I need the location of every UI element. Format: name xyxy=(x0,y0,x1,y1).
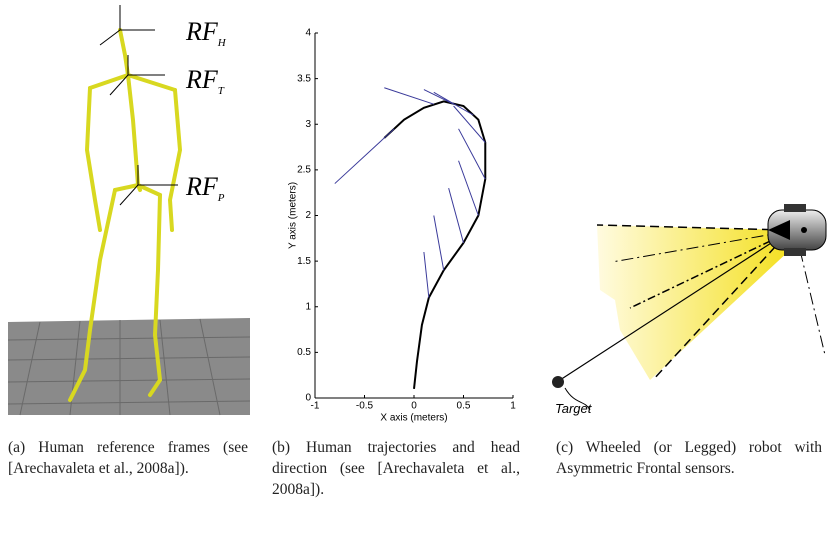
x-tick-label: -1 xyxy=(311,401,320,412)
frame-label-sub: H xyxy=(217,37,227,49)
frame-label: RFT xyxy=(185,65,225,97)
robot-eye xyxy=(801,227,807,233)
skeleton-panel: RFH RFT RFP xyxy=(8,5,250,415)
x-tick-label: 0.5 xyxy=(457,401,471,412)
page: RFH RFT RFP Target -1-0.500.5100.511.522… xyxy=(0,0,831,541)
target-label: Target xyxy=(555,401,593,416)
frame-label: RFH xyxy=(185,17,227,49)
x-tick-label: -0.5 xyxy=(356,401,374,412)
robot-wheel xyxy=(784,248,806,256)
floor xyxy=(8,318,250,415)
y-axis-label: Y axis (meters) xyxy=(288,182,299,249)
frame-label-main: RF xyxy=(185,65,219,94)
y-tick-label: 2.5 xyxy=(297,165,311,176)
frame-label-sub: P xyxy=(217,192,225,204)
x-tick-label: 0 xyxy=(411,401,417,412)
frame-label-main: RF xyxy=(185,172,219,201)
line-series xyxy=(335,88,485,298)
y-tick-label: 0 xyxy=(305,393,311,404)
y-tick-label: 2 xyxy=(305,210,311,221)
frame-label: RFP xyxy=(185,172,225,204)
target xyxy=(552,376,564,388)
y-tick-label: 1.5 xyxy=(297,256,311,267)
y-tick-label: 0.5 xyxy=(297,347,311,358)
x-axis-label: X axis (meters) xyxy=(380,413,447,424)
frame-label-main: RF xyxy=(185,17,219,46)
y-tick-label: 4 xyxy=(305,28,311,39)
robot-panel: Target xyxy=(552,204,826,416)
frame-label-sub: T xyxy=(218,85,225,97)
caption: (b) Human trajectories and head directio… xyxy=(272,437,520,500)
y-tick-label: 3.5 xyxy=(297,73,311,84)
y-tick-label: 3 xyxy=(305,119,311,130)
caption: (c) Wheeled (or Legged) robot with Asymm… xyxy=(556,437,822,479)
robot-wheel xyxy=(784,204,806,212)
line-series xyxy=(384,101,485,388)
y-tick-label: 1 xyxy=(305,301,311,312)
x-tick-label: 1 xyxy=(510,401,516,412)
caption: (a) Human reference frames (see [Arechav… xyxy=(8,437,248,479)
